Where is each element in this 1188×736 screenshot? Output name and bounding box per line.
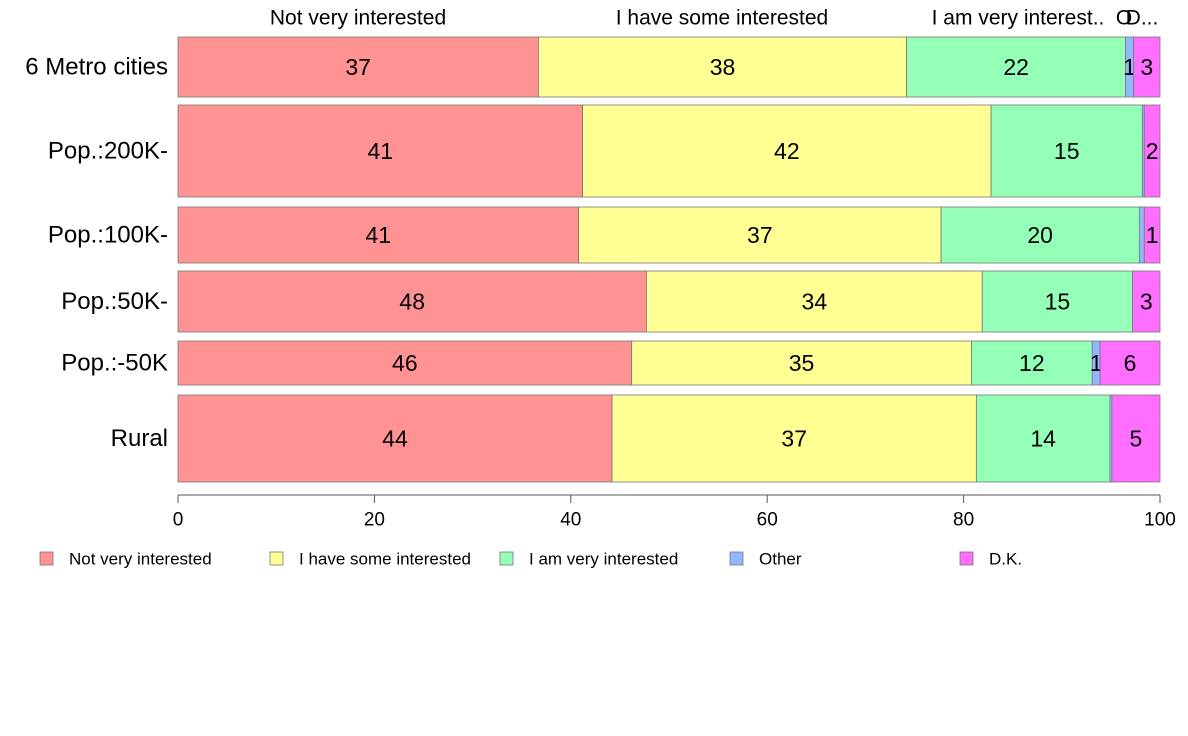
data-label: 44 [382,426,408,452]
bar-segment [981,270,1133,333]
bar-segment [1138,206,1145,264]
bar-segment [1099,340,1161,386]
bar-segment [971,340,1093,386]
bar-segment [177,270,647,333]
bar-segment [177,104,583,198]
data-label: 48 [399,289,425,315]
data-label: 37 [781,426,807,452]
data-label: 20 [1027,222,1053,248]
data-label: 22 [1003,54,1029,80]
series-top-label: D... [1126,7,1159,30]
bar-segment [177,206,580,264]
data-label: 5 [1130,426,1143,452]
bar-segment [578,206,942,264]
legend-label: Not very interested [69,550,212,569]
x-tick-label: 100 [1144,510,1176,531]
bar-segment [537,36,908,98]
bar-segment [1143,206,1161,264]
data-label: 42 [774,138,800,164]
data-label: 12 [1019,350,1045,376]
series-top-label: O [1116,7,1132,30]
legend-swatch [729,551,744,566]
bar-segment [611,394,977,483]
data-label: 37 [747,222,773,248]
x-tick-label: 80 [953,510,974,531]
data-label: 35 [789,350,815,376]
bar-segment [906,36,1127,98]
legend-swatch [269,551,284,566]
legend-label: Other [759,550,802,569]
data-label: 15 [1054,138,1080,164]
legend-label: I have some interested [299,550,471,569]
data-label: 37 [345,54,371,80]
bar-segment [1143,104,1161,198]
data-label: 41 [366,222,392,248]
bar-segment [646,270,983,333]
data-label: 2 [1146,138,1159,164]
bar-segment [582,104,992,198]
bar-segment [1111,394,1161,483]
data-label: 14 [1030,426,1056,452]
category-label: Pop.:100K- [48,222,168,249]
x-tick-label: 0 [173,510,184,531]
legend-swatch [39,551,54,566]
category-label: Pop.:50K- [61,288,168,315]
category-label: Rural [111,425,168,452]
data-label: 41 [367,138,393,164]
category-label: Pop.:200K- [48,138,168,165]
bar-segment [177,36,539,98]
data-label: 6 [1124,350,1137,376]
data-label: 15 [1045,289,1071,315]
bar-segment [1133,36,1161,98]
category-label: 6 Metro cities [25,54,168,81]
bar-segment [975,394,1111,483]
data-label: 46 [392,350,418,376]
data-label: 1 [1123,54,1136,80]
bar-segment [177,394,613,483]
legend-label: I am very interested [529,550,678,569]
data-label: 34 [802,289,828,315]
category-label: Pop.:-50K [61,350,168,377]
series-top-label: Not very interested [270,7,446,30]
bar-segment [1132,270,1161,333]
data-label: 1 [1146,222,1159,248]
bar-segment [631,340,972,386]
bar-segment [990,104,1143,198]
data-label: 3 [1140,54,1153,80]
legend-swatch [959,551,974,566]
data-label: 38 [710,54,736,80]
bar-segment [177,340,633,386]
series-top-label: I am very interest.. [932,7,1105,30]
series-top-label: I have some interested [616,7,828,30]
x-tick-label: 60 [757,510,778,531]
legend-label: D.K. [989,550,1022,569]
legend-swatch [499,551,514,566]
data-label: 3 [1140,289,1153,315]
data-label: 1 [1090,350,1103,376]
x-tick-label: 40 [560,510,581,531]
x-tick-label: 20 [364,510,385,531]
